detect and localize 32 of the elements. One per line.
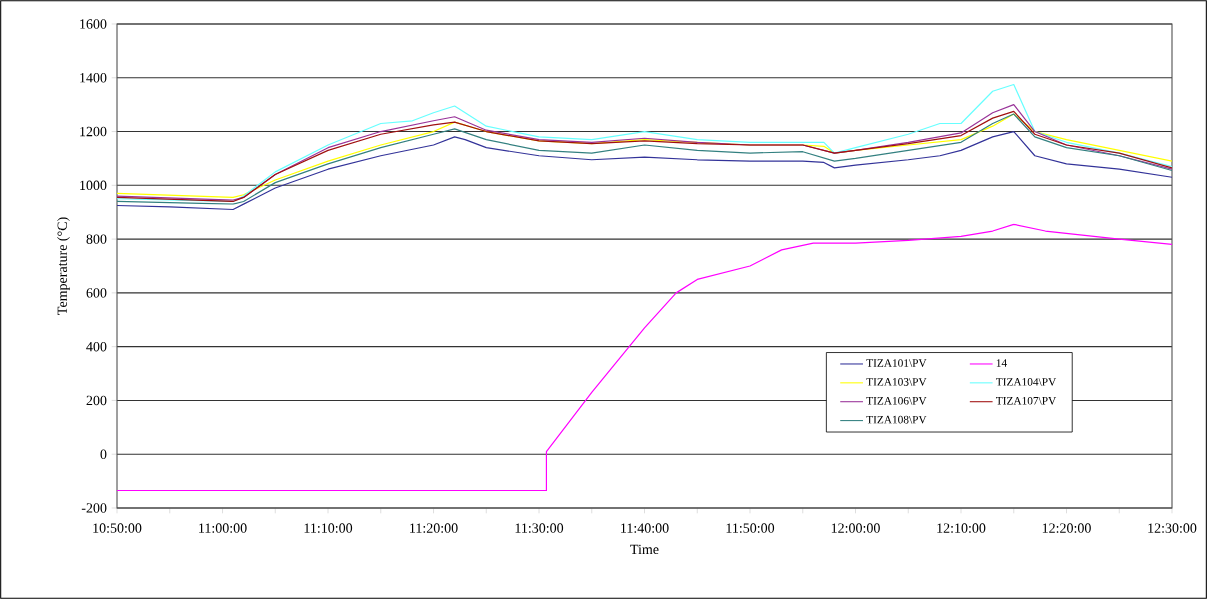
y-tick-label: 0	[100, 449, 107, 459]
x-tick-label: 11:30:00	[515, 523, 564, 533]
y-tick-label: -200	[81, 503, 107, 513]
x-tick-label: 12:20:00	[1042, 523, 1091, 533]
y-tick-label: 600	[86, 288, 107, 298]
y-axis-title: Temperature (°C)	[57, 217, 70, 315]
x-tick-label: 10:50:00	[93, 523, 142, 533]
y-tick-label: 1400	[80, 73, 107, 83]
y-tick-label: 1600	[80, 19, 107, 29]
x-tick-label: 12:30:00	[1148, 523, 1197, 533]
legend-label: TIZA108\PV	[866, 415, 927, 424]
y-tick-label: 800	[86, 234, 107, 244]
legend-label: 14	[996, 359, 1007, 367]
x-tick-label: 12:10:00	[937, 523, 986, 533]
legend-label: TIZA103\PV	[866, 378, 927, 386]
x-axis-title: Time	[630, 544, 659, 555]
x-tick-label: 12:00:00	[831, 523, 880, 533]
x-tick-label: 11:50:00	[726, 523, 775, 533]
x-tick-label: 11:00:00	[199, 523, 247, 533]
legend-label: TIZA107\PV	[996, 396, 1057, 405]
line-series	[117, 130, 1172, 211]
x-tick-label: 11:40:00	[621, 523, 669, 533]
line-series	[117, 223, 1172, 492]
x-tick-label: 11:20:00	[410, 523, 458, 533]
legend-label: TIZA106\PV	[866, 396, 927, 405]
legend-label: TIZA101\PV	[866, 359, 927, 367]
y-tick-label: 1000	[80, 180, 107, 191]
x-tick-label: 11:10:00	[304, 523, 353, 533]
y-tick-label: 200	[86, 395, 107, 406]
y-tick-label: 1200	[80, 126, 107, 137]
legend-label: TIZA104\PV	[996, 378, 1057, 386]
y-tick-label: 400	[86, 341, 107, 352]
